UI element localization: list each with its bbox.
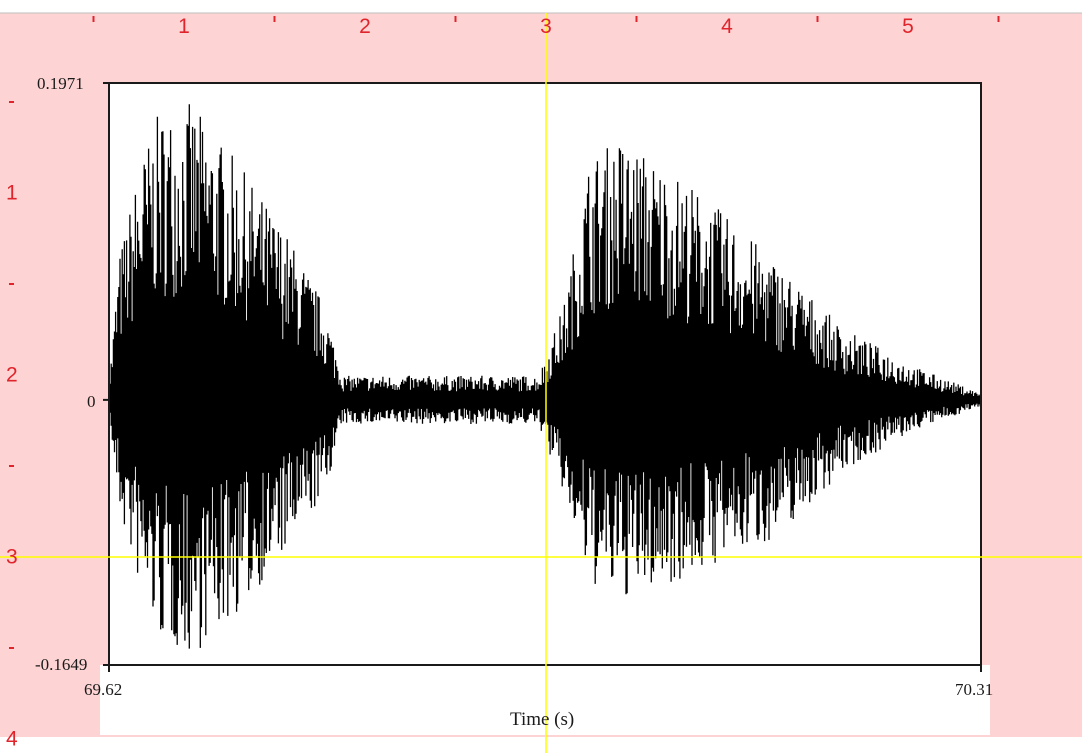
ruler-y-minor-tick [9,101,14,103]
ruler-x-minor-tick [92,16,95,22]
ruler-x-label: 5 [902,15,914,38]
ruler-x-minor-tick [635,16,638,22]
ruler-x-label: 2 [359,15,371,38]
ruler-x-minor-tick [273,16,276,22]
x-axis-title: Time (s) [510,709,575,730]
x-min-label: 69.62 [84,680,123,699]
ruler-x-minor-tick [454,16,457,22]
ruler-x-label: 1 [178,15,190,38]
waveform-trace [108,104,981,649]
ruler-x-label: 3 [540,15,552,38]
ruler-x-minor-tick [816,16,819,22]
y-min-label: -0.1649 [35,655,88,674]
ruler-y-label: 1 [6,181,18,205]
y-zero-label: 0 [87,392,96,411]
ruler-y-label: 4 [6,727,18,751]
y-max-label: 0.1971 [37,74,84,93]
plot-frame [108,82,982,666]
x-axis-label-area [100,665,990,735]
ruler-x-minor-tick [997,16,1000,22]
ruler-y-label: 2 [6,363,18,387]
ruler-y-minor-tick [9,647,14,649]
ruler-y-minor-tick [9,283,14,285]
ruler-y-minor-tick [9,465,14,467]
x-max-label: 70.31 [955,680,994,699]
ruler-y-label: 3 [6,545,18,569]
ruler-x-label: 4 [721,15,733,38]
